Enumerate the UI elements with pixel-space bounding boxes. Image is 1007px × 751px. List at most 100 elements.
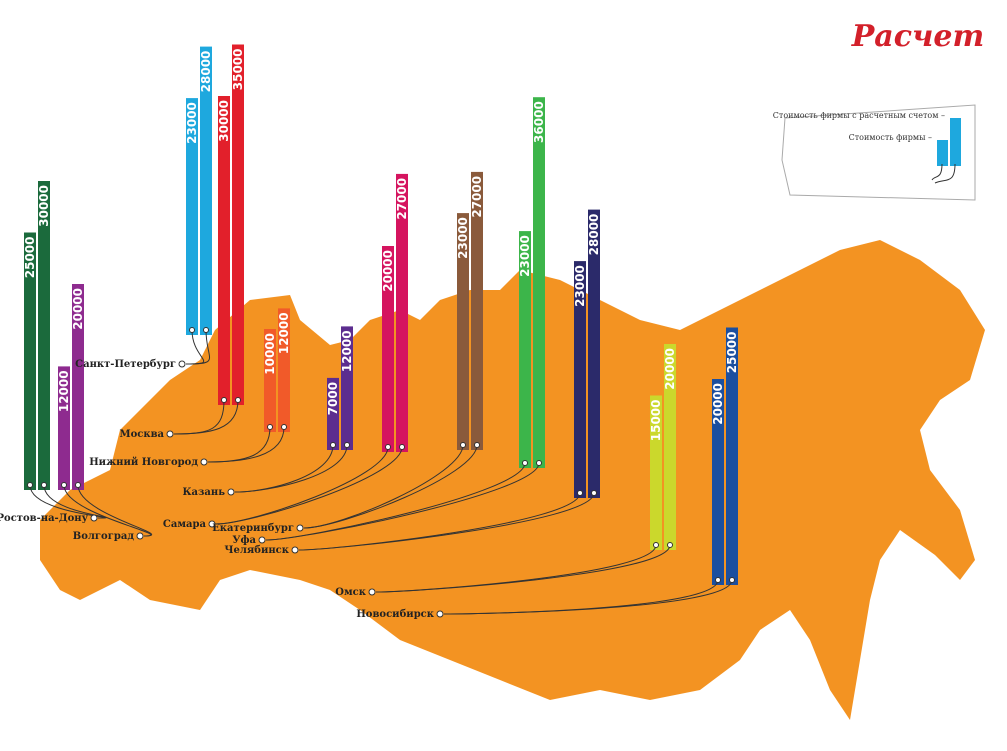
bar-dot bbox=[536, 460, 542, 466]
firm-bar bbox=[382, 246, 394, 452]
bar-dot bbox=[577, 490, 583, 496]
bar-dot bbox=[460, 442, 466, 448]
firm-bar bbox=[264, 329, 276, 432]
city-dot bbox=[436, 610, 444, 618]
bar-dot bbox=[344, 442, 350, 448]
value-label: 25000 bbox=[23, 237, 37, 279]
bar-dot bbox=[653, 542, 659, 548]
bar-dot bbox=[385, 444, 391, 450]
value-label: 35000 bbox=[231, 49, 245, 91]
city-label: Казань bbox=[182, 487, 225, 498]
bar-dot bbox=[715, 577, 721, 583]
city-label: Челябинск bbox=[224, 545, 289, 556]
firm-bar bbox=[186, 98, 198, 335]
value-label: 15000 bbox=[649, 400, 663, 442]
connector bbox=[234, 444, 348, 493]
firm-bar bbox=[650, 395, 662, 550]
account-bar bbox=[588, 209, 600, 498]
city-dot bbox=[90, 514, 98, 522]
firm-bar bbox=[218, 96, 230, 405]
account-bar bbox=[200, 46, 212, 335]
city-label: Санкт-Петербург bbox=[75, 359, 176, 370]
connector bbox=[298, 492, 595, 551]
value-label: 28000 bbox=[199, 51, 213, 93]
value-label: 23000 bbox=[518, 235, 532, 277]
account-bar bbox=[72, 284, 84, 490]
value-label: 7000 bbox=[326, 382, 340, 415]
city-dot bbox=[258, 536, 266, 544]
bar-dot bbox=[399, 444, 405, 450]
connector bbox=[443, 579, 733, 615]
value-label: 27000 bbox=[395, 178, 409, 220]
account-bar bbox=[38, 181, 50, 490]
firm-bar bbox=[457, 213, 469, 450]
value-label: 20000 bbox=[71, 288, 85, 330]
value-label: 10000 bbox=[263, 333, 277, 375]
connector bbox=[173, 399, 239, 435]
connector bbox=[207, 426, 285, 463]
value-label: 23000 bbox=[456, 217, 470, 259]
account-bar bbox=[278, 308, 290, 432]
city-label: Москва bbox=[120, 429, 165, 440]
connector bbox=[185, 329, 210, 365]
connector bbox=[43, 484, 107, 519]
bar-dot bbox=[189, 327, 195, 333]
value-label: 20000 bbox=[381, 250, 395, 292]
connector bbox=[215, 446, 403, 525]
firm-bar bbox=[327, 377, 339, 450]
account-bar bbox=[726, 327, 738, 585]
bar-dot bbox=[591, 490, 597, 496]
account-bar bbox=[232, 44, 244, 405]
bar-dot bbox=[221, 397, 227, 403]
city-dot bbox=[208, 520, 216, 528]
account-bar bbox=[471, 171, 483, 450]
account-bar bbox=[396, 173, 408, 452]
city-label: Нижний Новгород bbox=[89, 457, 198, 468]
account-bar bbox=[341, 326, 353, 450]
bar-dot bbox=[27, 482, 33, 488]
value-label: 28000 bbox=[587, 214, 601, 256]
connector bbox=[77, 484, 153, 537]
value-label: 30000 bbox=[37, 185, 51, 227]
legend-account-bar bbox=[950, 118, 961, 166]
value-label: 12000 bbox=[277, 312, 291, 354]
bar-dot bbox=[41, 482, 47, 488]
connector bbox=[265, 462, 540, 541]
legend-firm: Стоимость фирмы – bbox=[849, 133, 932, 142]
logo: Расчет bbox=[851, 19, 985, 54]
value-label: 12000 bbox=[57, 370, 71, 412]
value-label: 30000 bbox=[217, 100, 231, 142]
bar-dot bbox=[330, 442, 336, 448]
value-label: 23000 bbox=[573, 265, 587, 307]
bar-dot bbox=[281, 424, 287, 430]
bar-dot bbox=[729, 577, 735, 583]
value-label: 25000 bbox=[725, 332, 739, 374]
bar-dot bbox=[61, 482, 67, 488]
bar-dot bbox=[474, 442, 480, 448]
firm-bar bbox=[519, 231, 531, 468]
bar-dot bbox=[267, 424, 273, 430]
connector bbox=[375, 544, 671, 593]
bar-dot bbox=[75, 482, 81, 488]
city-label: Омск bbox=[335, 587, 366, 598]
connector bbox=[303, 444, 478, 529]
firm-bar bbox=[58, 366, 70, 490]
firm-bar bbox=[24, 232, 36, 490]
city-dot bbox=[291, 546, 299, 554]
city-dot bbox=[178, 360, 186, 368]
city-dot bbox=[296, 524, 304, 532]
value-label: 20000 bbox=[663, 348, 677, 390]
value-label: 23000 bbox=[185, 102, 199, 144]
firm-bar bbox=[574, 261, 586, 498]
city-label: Екатеринбург bbox=[212, 523, 294, 534]
legend-box bbox=[781, 104, 976, 201]
bar-dot bbox=[667, 542, 673, 548]
bar-dot bbox=[203, 327, 209, 333]
value-label: 27000 bbox=[470, 176, 484, 218]
account-bar bbox=[664, 344, 676, 550]
city-label: Самара bbox=[163, 519, 207, 530]
city-dot bbox=[166, 430, 174, 438]
value-label: 36000 bbox=[532, 101, 546, 143]
